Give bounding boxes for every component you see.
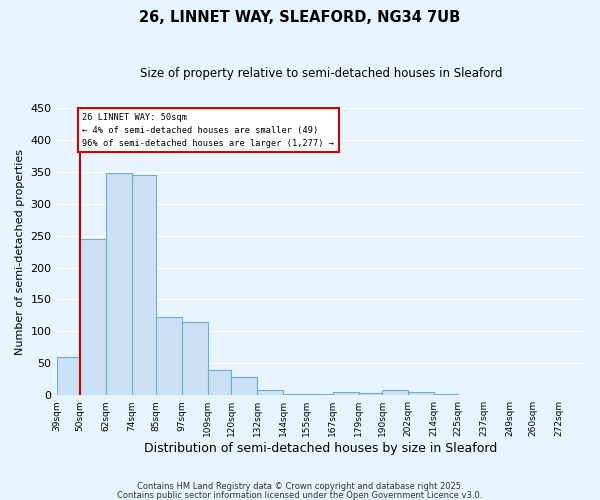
Bar <box>307 394 332 395</box>
Text: 26, LINNET WAY, SLEAFORD, NG34 7UB: 26, LINNET WAY, SLEAFORD, NG34 7UB <box>139 10 461 25</box>
Bar <box>156 316 182 395</box>
Bar <box>132 175 156 395</box>
Bar <box>434 394 458 395</box>
Bar <box>257 390 283 395</box>
Bar <box>359 394 382 395</box>
Bar <box>332 392 359 395</box>
Bar <box>484 394 509 395</box>
Text: 26 LINNET WAY: 50sqm
← 4% of semi-detached houses are smaller (49)
96% of semi-d: 26 LINNET WAY: 50sqm ← 4% of semi-detach… <box>82 112 334 148</box>
Bar <box>533 394 559 395</box>
Title: Size of property relative to semi-detached houses in Sleaford: Size of property relative to semi-detach… <box>140 68 502 80</box>
Text: Contains public sector information licensed under the Open Government Licence v3: Contains public sector information licen… <box>118 490 482 500</box>
Bar <box>382 390 408 395</box>
Bar <box>56 357 80 395</box>
Bar <box>231 376 257 395</box>
Bar <box>283 394 307 395</box>
Bar <box>408 392 434 395</box>
Bar <box>106 173 132 395</box>
Text: Contains HM Land Registry data © Crown copyright and database right 2025.: Contains HM Land Registry data © Crown c… <box>137 482 463 491</box>
X-axis label: Distribution of semi-detached houses by size in Sleaford: Distribution of semi-detached houses by … <box>144 442 497 455</box>
Bar <box>458 394 484 395</box>
Bar <box>208 370 231 395</box>
Bar <box>182 322 208 395</box>
Bar <box>80 239 106 395</box>
Y-axis label: Number of semi-detached properties: Number of semi-detached properties <box>15 148 25 354</box>
Bar <box>509 394 533 395</box>
